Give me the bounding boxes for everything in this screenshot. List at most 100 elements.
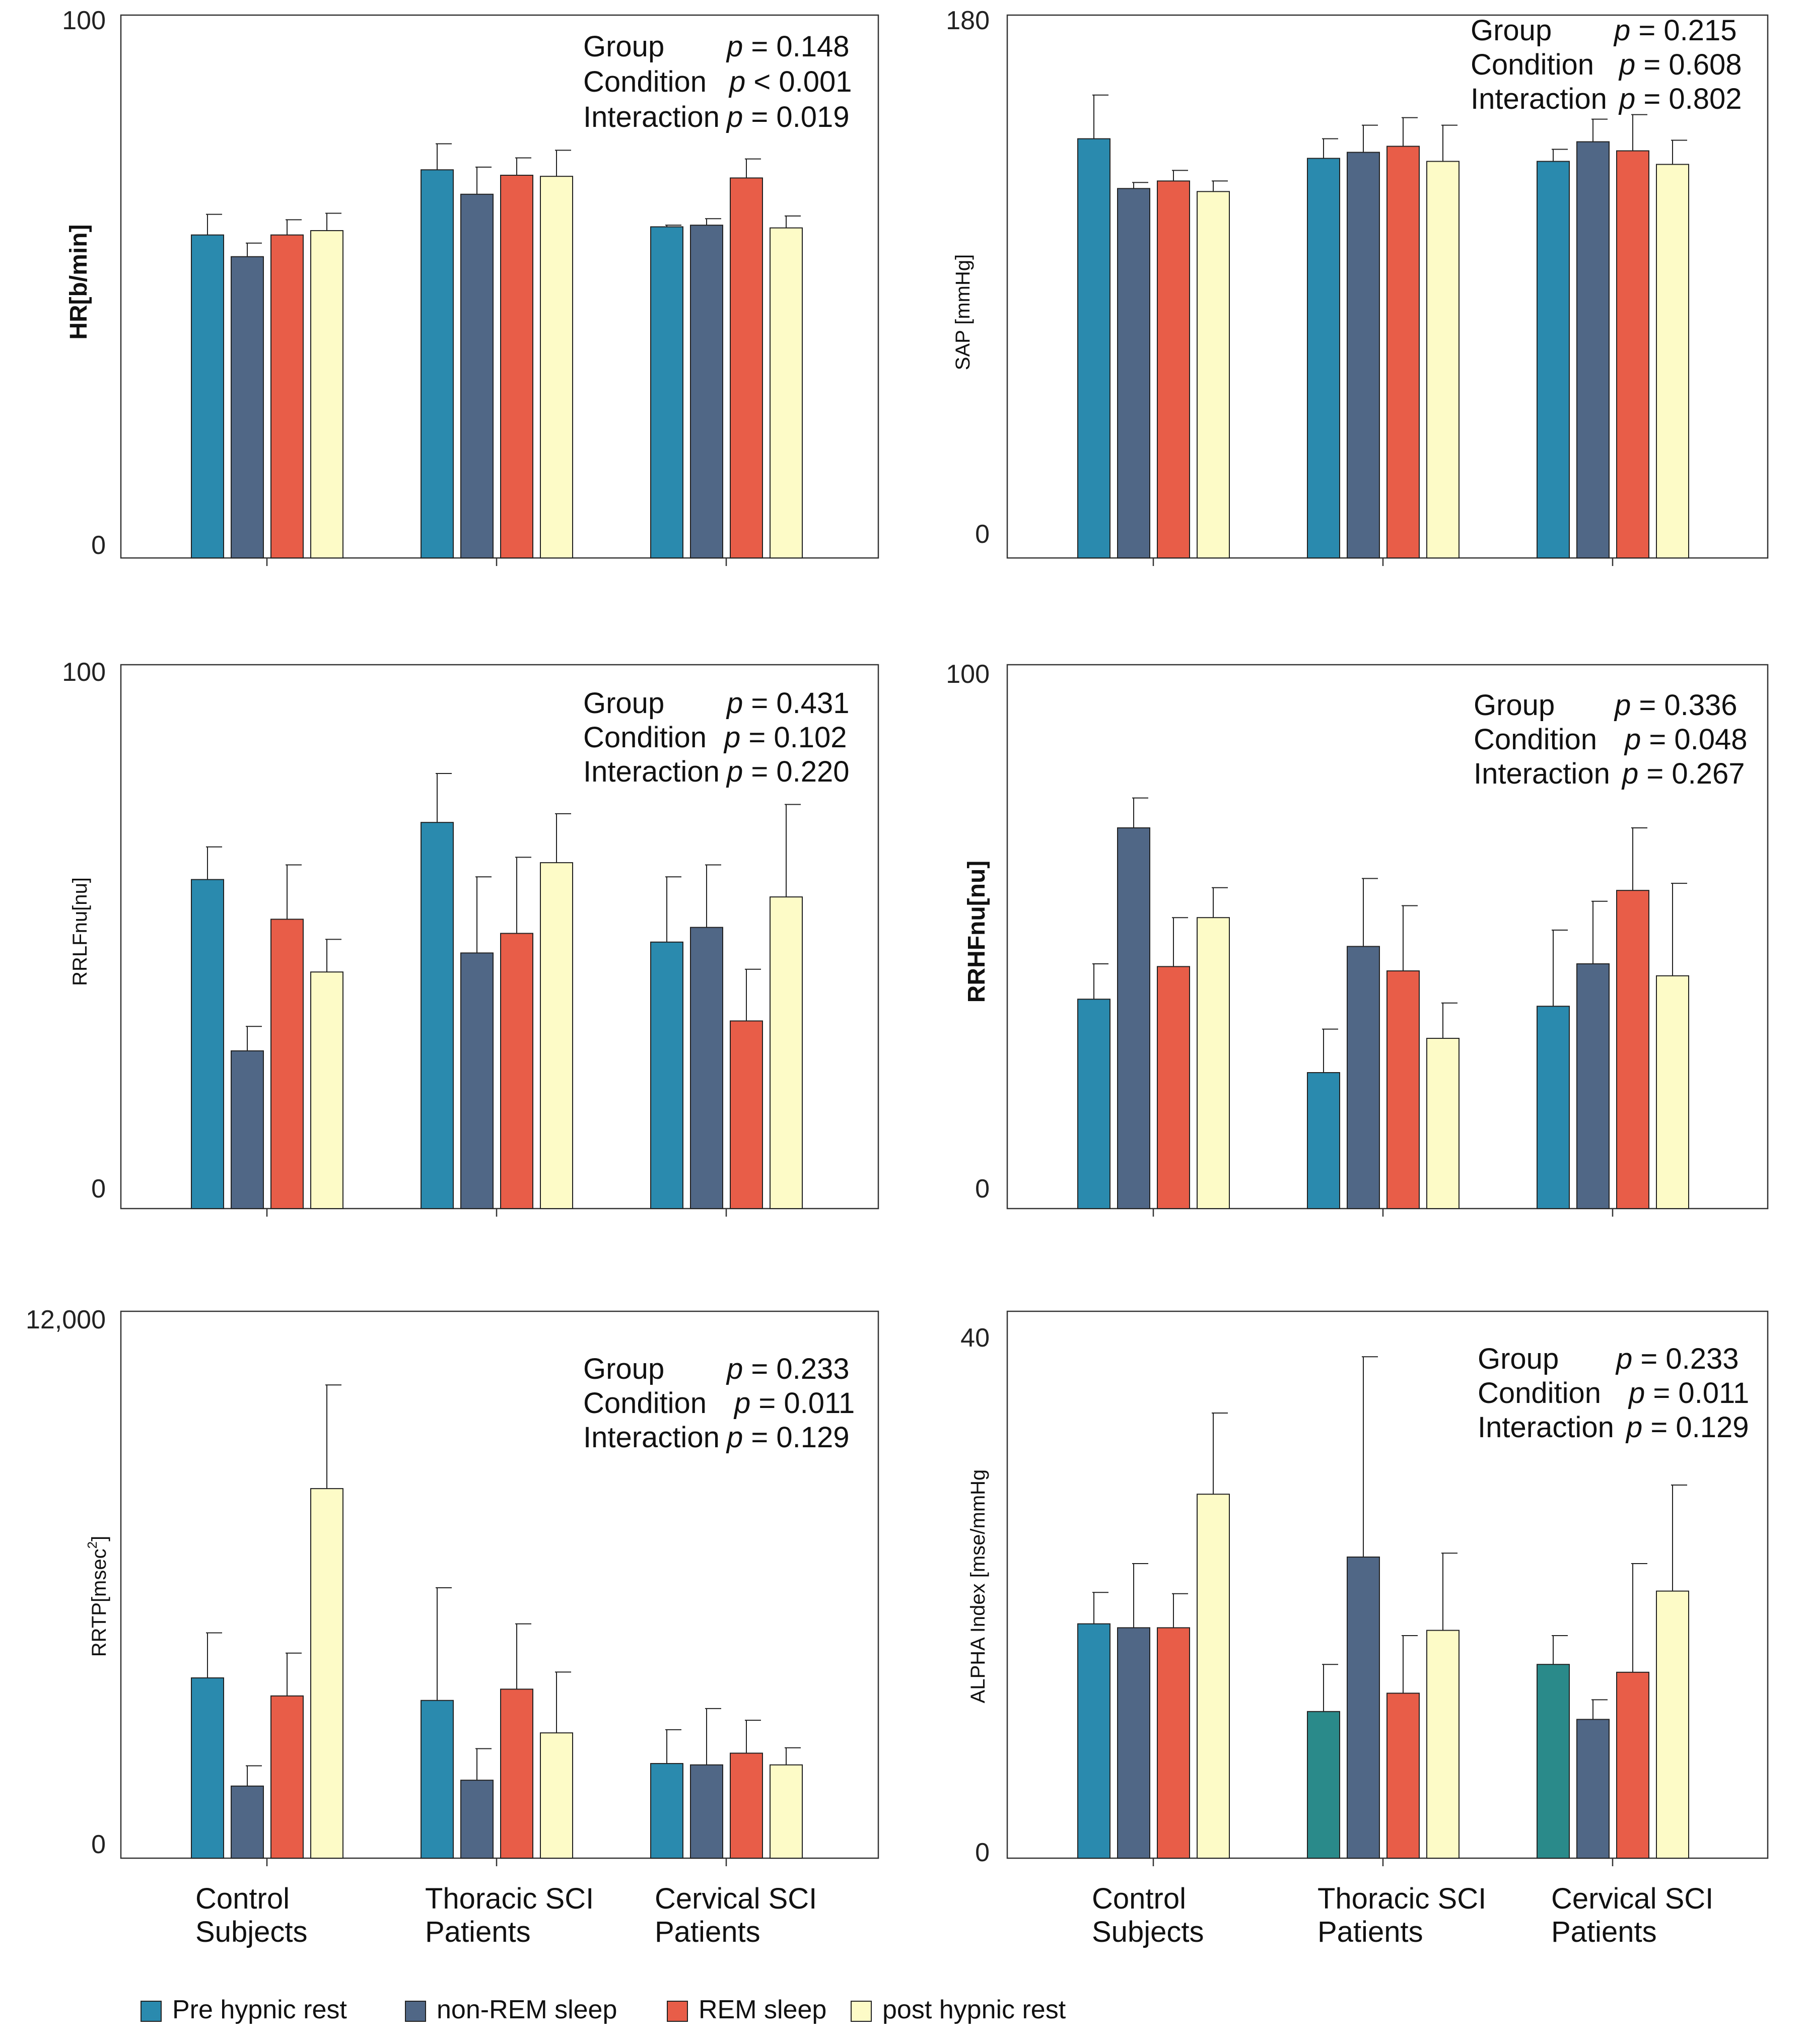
stat-p: p (1618, 48, 1635, 81)
legend-label-3: REM sleep (699, 1995, 826, 2024)
bar-pre-hypnic-rest-g3 (650, 226, 683, 559)
x-category-3-line-1: Cervical SCI (1551, 1882, 1713, 1915)
bar-rem-sleep-g2 (500, 933, 533, 1209)
stat-condition: Condition p = 0.102 (583, 721, 847, 754)
stat-condition: Condition p = 0.011 (1478, 1377, 1749, 1409)
bar-post-hypnic-rest-g2 (540, 862, 573, 1209)
bar-non-rem-sleep-g1 (1117, 1627, 1150, 1859)
stat-group: Group p = 0.215 (1471, 14, 1737, 47)
stat-value: = 0.048 (1641, 723, 1747, 756)
stat-label: Condition (1474, 723, 1597, 756)
stat-label: Group (583, 30, 664, 63)
y-axis-label: RRTP[msec2] (85, 1536, 110, 1657)
x-category-1-line-1: Control (195, 1882, 290, 1915)
stat-p: p (728, 65, 745, 98)
x-category-1-line-2: Subjects (1092, 1916, 1204, 1948)
stat-value: = 0.019 (743, 101, 849, 133)
stat-group: Group p = 0.336 (1474, 689, 1738, 722)
stat-p: p (1621, 757, 1638, 790)
bar-non-rem-sleep-g3 (1576, 963, 1610, 1209)
bar-pre-hypnic-rest-g2 (421, 1700, 454, 1859)
plot-frame (120, 664, 879, 1210)
bar-post-hypnic-rest-g3 (770, 227, 803, 558)
stat-value: = 0.233 (1632, 1343, 1739, 1375)
stat-label: Interaction (583, 1421, 720, 1454)
y-axis-label: HR[b/min] (65, 224, 92, 339)
x-category-2-line-2: Patients (1317, 1916, 1423, 1948)
x-category-3-line-1: Cervical SCI (655, 1882, 817, 1915)
x-category-3-line-2: Patients (655, 1916, 760, 1948)
bar-pre-hypnic-rest-g1 (191, 1677, 224, 1859)
legend-swatch-1 (141, 2001, 162, 2022)
y-tick-zero: 0 (975, 1174, 990, 1204)
stat-value: = 0.215 (1630, 14, 1737, 47)
bar-pre-hypnic-rest-g1 (191, 879, 224, 1209)
bar-pre-hypnic-rest-g2 (421, 822, 454, 1209)
y-axis-label: RRHFnu[nu] (963, 861, 990, 1003)
stat-p: p (726, 1421, 743, 1454)
stat-label: Interaction (1474, 757, 1610, 790)
stat-p: p (1625, 1411, 1642, 1444)
bar-non-rem-sleep-g3 (1576, 1719, 1610, 1859)
stat-p: p (1615, 1343, 1632, 1375)
stat-interaction: Interaction p = 0.802 (1471, 83, 1742, 115)
y-tick-max: 100 (62, 6, 106, 35)
stat-label: Group (1478, 1343, 1559, 1375)
stat-value: = 0.220 (743, 755, 849, 788)
legend-swatch-3 (667, 2001, 688, 2022)
stat-p: p (1614, 689, 1631, 722)
stat-p: p (726, 755, 743, 788)
stat-value: = 0.267 (1638, 757, 1745, 790)
bar-rem-sleep-g1 (270, 1695, 304, 1859)
bar-rem-sleep-g3 (1616, 1671, 1649, 1859)
bar-non-rem-sleep-g1 (231, 256, 264, 558)
stat-label: Condition (1471, 48, 1594, 81)
bar-non-rem-sleep-g2 (460, 193, 494, 558)
stat-p: p (723, 721, 740, 754)
bar-rem-sleep-g3 (730, 1020, 763, 1210)
stat-label: Group (1474, 689, 1555, 722)
stat-label: Interaction (583, 755, 720, 788)
x-category-2-line-1: Thoracic SCI (1317, 1882, 1486, 1915)
y-tick-zero: 0 (91, 1174, 106, 1204)
stat-p: p (726, 101, 743, 133)
bar-non-rem-sleep-g2 (460, 952, 494, 1210)
bar-non-rem-sleep-g2 (460, 1780, 494, 1859)
y-tick-zero: 0 (975, 520, 990, 549)
bar-post-hypnic-rest-g2 (1426, 1037, 1460, 1209)
stat-label: Interaction (1478, 1411, 1614, 1444)
stat-value: = 0.011 (1645, 1377, 1749, 1409)
stat-interaction: Interaction p = 0.129 (1478, 1411, 1749, 1444)
legend-swatch-2 (405, 2001, 426, 2022)
bar-rem-sleep-g1 (1157, 966, 1190, 1210)
x-category-1-line-2: Subjects (195, 1916, 307, 1948)
bar-pre-hypnic-rest-g1 (1077, 138, 1110, 558)
bar-pre-hypnic-rest-g1 (1077, 1623, 1110, 1859)
chart-panel-4: 100 0 RRHFnu[nu] Group p = 0.336 Condition p =… (946, 660, 1769, 1217)
bar-non-rem-sleep-g1 (231, 1785, 264, 1859)
x-category-3-line-2: Patients (1551, 1916, 1657, 1948)
stat-interaction: Interaction p = 0.267 (1474, 757, 1745, 790)
bar-non-rem-sleep-g3 (1576, 141, 1610, 558)
bar-pre-hypnic-rest-g3 (1537, 161, 1570, 558)
x-category-1-line-1: Control (1092, 1882, 1186, 1915)
bar-post-hypnic-rest-g3 (1656, 1590, 1689, 1859)
bar-rem-sleep-g2 (1386, 970, 1420, 1210)
y-tick-zero: 0 (975, 1838, 990, 1867)
stat-value: = 0.233 (743, 1353, 849, 1385)
bar-rem-sleep-g1 (1157, 1627, 1190, 1859)
stat-value: = 0.148 (743, 30, 849, 63)
stat-p: p (726, 1353, 743, 1385)
bar-pre-hypnic-rest-g2 (1307, 158, 1340, 558)
stat-label: Group (1471, 14, 1552, 47)
bar-post-hypnic-rest-g3 (770, 896, 803, 1210)
stat-value: = 0.608 (1635, 48, 1742, 81)
legend-swatch-4 (851, 2001, 872, 2022)
stat-condition: Condition p = 0.048 (1474, 723, 1748, 756)
chart-panel-2: 180 0 SAP [mmHg] Group p = 0.215 Condition p =… (946, 6, 1769, 566)
bar-pre-hypnic-rest-g3 (1537, 1006, 1570, 1209)
bar-post-hypnic-rest-g3 (1656, 975, 1689, 1209)
bar-pre-hypnic-rest-g2 (421, 169, 454, 559)
y-tick-max: 100 (946, 660, 990, 689)
stat-p: p (733, 1387, 750, 1420)
